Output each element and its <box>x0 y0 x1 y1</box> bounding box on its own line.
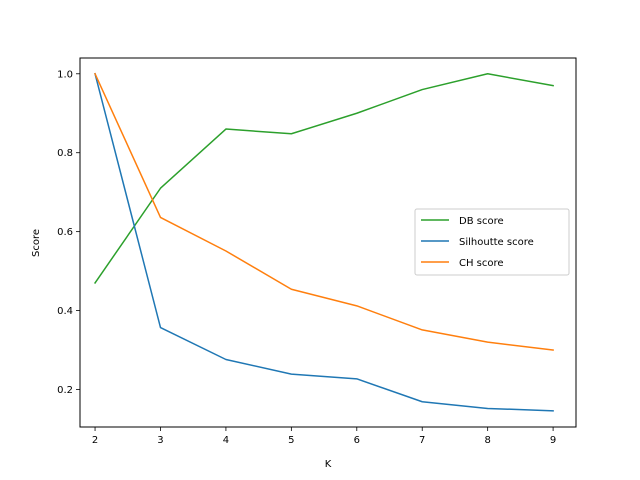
x-tick-label: 2 <box>92 435 98 446</box>
x-tick-label: 6 <box>354 435 360 446</box>
y-tick-label: 0.8 <box>57 148 73 159</box>
x-tick-label: 4 <box>223 435 229 446</box>
y-axis-label: Score <box>31 229 42 257</box>
y-tick-label: 0.6 <box>57 227 73 238</box>
series-line-ch-score <box>94 72 554 351</box>
legend-label-ch-score: CH score <box>459 258 504 269</box>
series-layer <box>94 72 554 412</box>
x-axis-label: K <box>325 459 332 470</box>
series-line-db-score <box>94 73 554 284</box>
y-tick-label: 1.0 <box>57 69 73 80</box>
y-axis: 0.2 0.4 0.6 0.8 1.0 <box>57 69 80 396</box>
legend-box <box>414 208 570 276</box>
legend-label-db-score: DB score <box>459 216 504 227</box>
series-line-silhoutte-score <box>94 72 554 412</box>
legend-label-silhoutte-score: Silhoutte score <box>459 237 534 248</box>
x-tick-label: 3 <box>157 435 163 446</box>
x-tick-label: 8 <box>484 435 490 446</box>
x-tick-label: 5 <box>288 435 294 446</box>
x-tick-label: 7 <box>419 435 425 446</box>
plot-frame <box>79 57 577 428</box>
x-axis: 2 3 4 5 6 7 8 9 <box>92 427 556 446</box>
y-tick-label: 0.4 <box>57 306 73 317</box>
legend: DB score Silhoutte score CH score <box>414 208 570 276</box>
y-tick-label: 0.2 <box>57 385 73 396</box>
x-tick-label: 9 <box>550 435 556 446</box>
